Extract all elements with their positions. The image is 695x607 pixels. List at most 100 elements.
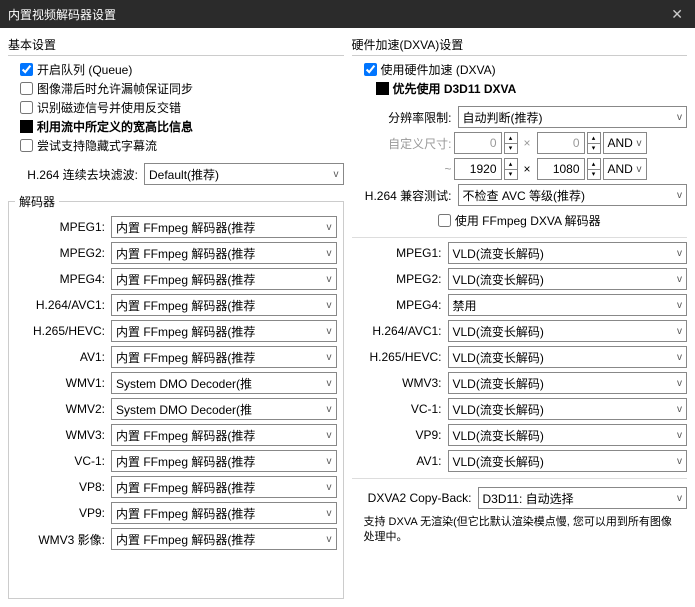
decoder-row: VP9: 内置 FFmpeg 解码器(推荐v <box>15 502 337 524</box>
chevron-down-icon: v <box>677 112 682 123</box>
decoder-select[interactable]: System DMO Decoder(推v <box>111 398 337 420</box>
use-hw-checkbox[interactable]: 使用硬件加速 (DXVA) <box>352 60 688 79</box>
chevron-down-icon: v <box>327 430 332 441</box>
close-icon[interactable]: ✕ <box>667 6 687 23</box>
compat-select[interactable]: 不检查 AVC 等级(推荐)v <box>458 184 688 206</box>
chevron-down-icon: v <box>677 493 682 504</box>
chevron-down-icon: v <box>677 456 682 467</box>
hw-codec-select[interactable]: VLD(流变长解码)v <box>448 242 688 264</box>
hw-codec-select[interactable]: VLD(流变长解码)v <box>448 346 688 368</box>
decoder-row: MPEG2: 内置 FFmpeg 解码器(推荐v <box>15 242 337 264</box>
prefer-d3d11-checkbox[interactable]: 优先使用 D3D11 DXVA <box>352 79 688 98</box>
width2-input[interactable]: 1920 <box>454 158 502 180</box>
width1-spinner[interactable]: ▴▾ <box>504 132 518 154</box>
res-limit-select[interactable]: 自动判断(推荐)v <box>458 106 688 128</box>
compat-label: H.264 兼容测试: <box>352 187 452 204</box>
hw-codec-row: H.264/AVC1: VLD(流变长解码)v <box>352 320 688 342</box>
hw-codec-row: MPEG4: 禁用v <box>352 294 688 316</box>
decoder-label: WMV1: <box>15 376 105 390</box>
chevron-down-icon: v <box>327 404 332 415</box>
width2-spinner[interactable]: ▴▾ <box>504 158 518 180</box>
hw-codec-label: MPEG4: <box>352 298 442 312</box>
left-column: 基本设置 开启队列 (Queue) 图像滞后时允许漏帧保证同步 识别磁迹信号并使… <box>8 36 344 599</box>
hw-codec-select[interactable]: VLD(流变长解码)v <box>448 372 688 394</box>
hw-codec-label: VC-1: <box>352 402 442 416</box>
use-ffmpeg-dxva-checkbox[interactable]: 使用 FFmpeg DXVA 解码器 <box>352 208 688 233</box>
hw-codec-select[interactable]: VLD(流变长解码)v <box>448 398 688 420</box>
trace-checkbox[interactable]: 识别磁迹信号并使用反交错 <box>8 98 344 117</box>
and1-select[interactable]: ANDv <box>603 132 647 154</box>
copyback-select[interactable]: D3D11: 自动选择v <box>478 487 688 509</box>
decoder-select[interactable]: 内置 FFmpeg 解码器(推荐v <box>111 450 337 472</box>
hw-codec-label: WMV3: <box>352 376 442 390</box>
custom-size-label: 自定义尺寸: <box>352 135 452 152</box>
hw-codec-select[interactable]: VLD(流变长解码)v <box>448 268 688 290</box>
chevron-down-icon: v <box>677 404 682 415</box>
decoder-select[interactable]: System DMO Decoder(推v <box>111 372 337 394</box>
height2-input[interactable]: 1080 <box>537 158 585 180</box>
decoder-select[interactable]: 内置 FFmpeg 解码器(推荐v <box>111 216 337 238</box>
h264-deblock-label: H.264 连续去块滤波: <box>8 166 138 183</box>
decoder-row: WMV3: 内置 FFmpeg 解码器(推荐v <box>15 424 337 446</box>
decoder-label: H.264/AVC1: <box>15 298 105 312</box>
height1-spinner[interactable]: ▴▾ <box>587 132 601 154</box>
hw-codec-select[interactable]: 禁用v <box>448 294 688 316</box>
hw-codec-row: WMV3: VLD(流变长解码)v <box>352 372 688 394</box>
decoder-row: VC-1: 内置 FFmpeg 解码器(推荐v <box>15 450 337 472</box>
chevron-down-icon: v <box>327 378 332 389</box>
decoder-select[interactable]: 内置 FFmpeg 解码器(推荐v <box>111 476 337 498</box>
decoder-select[interactable]: 内置 FFmpeg 解码器(推荐v <box>111 502 337 524</box>
chevron-down-icon: v <box>327 352 332 363</box>
decoder-select[interactable]: 内置 FFmpeg 解码器(推荐v <box>111 242 337 264</box>
hw-codec-select[interactable]: VLD(流变长解码)v <box>448 320 688 342</box>
decoder-row: H.265/HEVC: 内置 FFmpeg 解码器(推荐v <box>15 320 337 342</box>
chevron-down-icon: v <box>327 482 332 493</box>
hidden-sub-checkbox[interactable]: 尝试支持隐藏式字幕流 <box>8 136 344 155</box>
decoder-select[interactable]: 内置 FFmpeg 解码器(推荐v <box>111 528 337 550</box>
basic-section: 基本设置 开启队列 (Queue) 图像滞后时允许漏帧保证同步 识别磁迹信号并使… <box>8 36 344 187</box>
queue-checkbox[interactable]: 开启队列 (Queue) <box>8 60 344 79</box>
decoder-row: VP8: 内置 FFmpeg 解码器(推荐v <box>15 476 337 498</box>
hw-codec-select[interactable]: VLD(流变长解码)v <box>448 424 688 446</box>
basic-title: 基本设置 <box>8 36 344 56</box>
hw-section: 硬件加速(DXVA)设置 使用硬件加速 (DXVA) 优先使用 D3D11 DX… <box>352 36 688 546</box>
hw-title: 硬件加速(DXVA)设置 <box>352 36 688 56</box>
decoder-select[interactable]: 内置 FFmpeg 解码器(推荐v <box>111 294 337 316</box>
dropframe-checkbox[interactable]: 图像滞后时允许漏帧保证同步 <box>8 79 344 98</box>
height1-input[interactable]: 0 <box>537 132 585 154</box>
decoder-label: MPEG1: <box>15 220 105 234</box>
width1-input[interactable]: 0 <box>454 132 502 154</box>
chevron-down-icon: v <box>334 169 339 180</box>
hw-codec-row: VC-1: VLD(流变长解码)v <box>352 398 688 420</box>
decoder-label: WMV2: <box>15 402 105 416</box>
chevron-down-icon: v <box>677 352 682 363</box>
hw-codec-row: H.265/HEVC: VLD(流变长解码)v <box>352 346 688 368</box>
decoder-row: MPEG1: 内置 FFmpeg 解码器(推荐v <box>15 216 337 238</box>
chevron-down-icon: v <box>677 190 682 201</box>
height2-spinner[interactable]: ▴▾ <box>587 158 601 180</box>
chevron-down-icon: v <box>327 274 332 285</box>
decoder-label: MPEG4: <box>15 272 105 286</box>
decoder-row: MPEG4: 内置 FFmpeg 解码器(推荐v <box>15 268 337 290</box>
footnote: 支持 DXVA 无渲染(但它比默认渲染模点慢, 您可以用到所有图像处理中。 <box>352 511 688 546</box>
decoder-label: AV1: <box>15 350 105 364</box>
decoder-select[interactable]: 内置 FFmpeg 解码器(推荐v <box>111 424 337 446</box>
hw-codec-select[interactable]: VLD(流变长解码)v <box>448 450 688 472</box>
decoder-select[interactable]: 内置 FFmpeg 解码器(推荐v <box>111 268 337 290</box>
tilde-label: ~ <box>352 162 452 176</box>
chevron-down-icon: v <box>327 300 332 311</box>
aspect-checkbox[interactable]: 利用流中所定义的宽高比信息 <box>8 117 344 136</box>
hw-codec-label: MPEG1: <box>352 246 442 260</box>
and2-select[interactable]: ANDv <box>603 158 647 180</box>
hw-codec-label: AV1: <box>352 454 442 468</box>
hw-codec-label: H.264/AVC1: <box>352 324 442 338</box>
decoders-fieldset: 解码器 MPEG1: 内置 FFmpeg 解码器(推荐vMPEG2: 内置 FF… <box>8 193 344 599</box>
decoder-select[interactable]: 内置 FFmpeg 解码器(推荐v <box>111 346 337 368</box>
chevron-down-icon: v <box>677 326 682 337</box>
decoder-select[interactable]: 内置 FFmpeg 解码器(推荐v <box>111 320 337 342</box>
h264-deblock-select[interactable]: Default(推荐)v <box>144 163 344 185</box>
decoder-label: H.265/HEVC: <box>15 324 105 338</box>
window-title: 内置视频解码器设置 <box>8 6 116 23</box>
hw-codec-label: VP9: <box>352 428 442 442</box>
decoder-label: MPEG2: <box>15 246 105 260</box>
